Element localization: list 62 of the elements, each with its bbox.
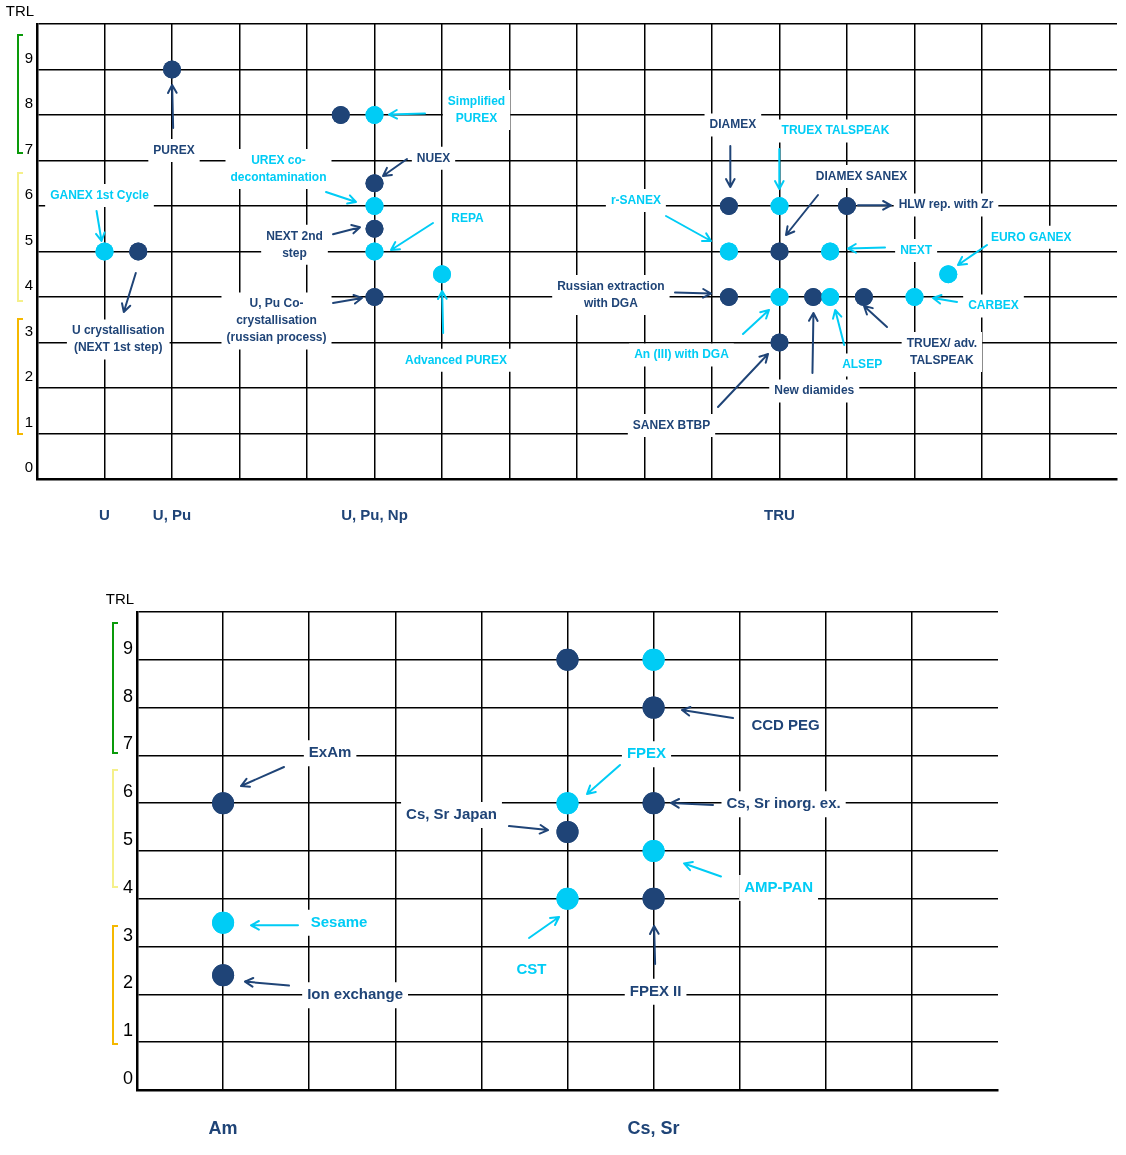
x-tick-label: Cs, Sr bbox=[627, 1117, 680, 1138]
annotation: PUREX bbox=[153, 142, 195, 157]
x-tick-label: U, Pu, Np bbox=[341, 506, 408, 524]
annotation: NUEX bbox=[416, 150, 451, 165]
y-tick-label: 0 bbox=[122, 1067, 133, 1088]
x-tick-label: Am bbox=[208, 1117, 238, 1138]
y-tick-label: 2 bbox=[122, 972, 133, 993]
annotation: ExAm bbox=[308, 743, 352, 761]
annotation: CCD PEG bbox=[751, 715, 820, 733]
annotation: Advanced PUREX bbox=[404, 352, 508, 367]
annotation: AMP-PAN bbox=[744, 878, 814, 896]
annotation: An (III) with DGA bbox=[634, 347, 730, 362]
annotation: FPEX bbox=[626, 744, 667, 762]
y-tick-label: 3 bbox=[24, 321, 33, 339]
x-tick-label: U bbox=[99, 506, 110, 524]
annotation: Sesame bbox=[310, 912, 368, 930]
y-axis-title: TRL bbox=[105, 590, 135, 608]
annotation: ALSEP bbox=[842, 357, 883, 372]
x-tick-label: U, Pu bbox=[152, 506, 192, 524]
y-tick-label: 9 bbox=[24, 48, 33, 66]
annotation: NEXT 2nd step bbox=[266, 228, 323, 260]
annotation: New diamides bbox=[774, 383, 855, 398]
y-tick-label: 6 bbox=[24, 185, 33, 203]
annotation: U, Pu Co-crystallisation (russian process) bbox=[226, 296, 327, 345]
annotation: NEXT bbox=[900, 242, 933, 257]
y-tick-label: 6 bbox=[122, 781, 133, 802]
annotation: CARBEX bbox=[968, 298, 1019, 313]
annotation: HLW rep. with Zr bbox=[898, 197, 994, 212]
annotation: DIAMEX bbox=[709, 117, 757, 132]
annotation: U crystallisation (NEXT 1st step) bbox=[71, 323, 165, 355]
y-tick-label: 0 bbox=[24, 458, 33, 476]
annotation: UREX co-decontamination bbox=[230, 152, 327, 184]
annotation: REPA bbox=[451, 210, 485, 225]
y-tick-label: 9 bbox=[122, 637, 133, 658]
y-tick-label: 3 bbox=[122, 924, 133, 945]
y-tick-label: 1 bbox=[122, 1020, 133, 1041]
y-axis-title: TRL bbox=[5, 2, 35, 20]
annotation: TRUEX TALSPEAK bbox=[781, 123, 890, 138]
y-tick-label: 2 bbox=[24, 367, 33, 385]
annotation: TRUEX/ adv. TALSPEAK bbox=[906, 335, 978, 367]
y-tick-label: 8 bbox=[122, 685, 133, 706]
annotation: Russian extraction with DGA bbox=[557, 278, 665, 310]
y-tick-label: 4 bbox=[122, 876, 133, 897]
y-tick-label: 7 bbox=[24, 139, 33, 157]
annotation: FPEX II bbox=[629, 981, 682, 999]
y-tick-label: 7 bbox=[122, 733, 133, 754]
y-tick-label: 5 bbox=[24, 230, 33, 248]
y-tick-label: 4 bbox=[24, 276, 33, 294]
annotation: Simplified PUREX bbox=[447, 93, 506, 125]
annotation: GANEX 1st Cycle bbox=[50, 187, 150, 202]
annotation: Cs, Sr Japan bbox=[406, 805, 497, 823]
x-tick-label: TRU bbox=[764, 506, 795, 524]
annotation: r-SANEX bbox=[610, 192, 661, 207]
annotation: SANEX BTBP bbox=[632, 417, 711, 432]
annotation: Ion exchange bbox=[307, 985, 404, 1003]
annotation: EURO GANEX bbox=[990, 229, 1072, 244]
y-tick-label: 1 bbox=[24, 412, 33, 430]
annotation: DIAMEX SANEX bbox=[815, 168, 908, 183]
annotation: CST bbox=[516, 959, 547, 977]
annotation: Cs, Sr inorg. ex. bbox=[726, 794, 841, 812]
y-tick-label: 8 bbox=[24, 94, 33, 112]
y-tick-label: 5 bbox=[122, 828, 133, 849]
